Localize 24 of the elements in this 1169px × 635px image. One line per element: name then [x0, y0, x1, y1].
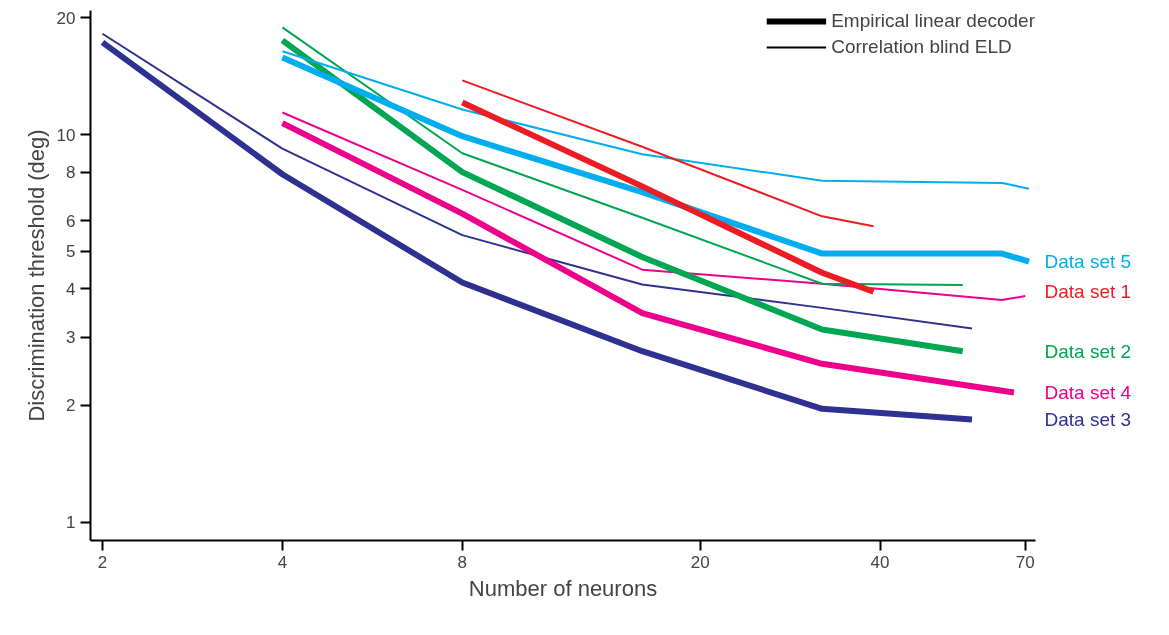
x-tick-label: 8 [457, 552, 468, 572]
text: Data set 2 [1044, 340, 1132, 362]
text: Data set 3 [1044, 408, 1132, 430]
y-tick-label: 6 [66, 211, 76, 231]
y-tick-label: 3 [66, 328, 76, 348]
y-tick-label: 2 [66, 396, 76, 416]
y-tick-label: 10 [56, 125, 76, 145]
series-label: Data set 5 [1044, 251, 1132, 273]
y-tick-label: 20 [56, 8, 76, 28]
annotation: Empirical linear decoder [831, 10, 1035, 32]
y-tick-label: 8 [66, 163, 76, 183]
x-tick-label: 2 [97, 552, 108, 572]
x-tick-label: 4 [277, 552, 288, 572]
text: Data set 1 [1044, 281, 1132, 303]
y-tick-label: 5 [66, 242, 76, 262]
y-tick-label: 1 [66, 513, 76, 533]
x-tick-label: 20 [690, 552, 710, 572]
x-tick-label: 70 [1015, 552, 1035, 572]
x-tick-label: 40 [870, 552, 890, 572]
y-tick-label: 4 [66, 279, 76, 299]
annotation: Correlation blind ELD [831, 36, 1012, 58]
x-axis-title: Number of neurons [468, 575, 658, 601]
series-label: Data set 4 [1044, 381, 1132, 403]
y-axis-title: Discrimination threshold (deg) [23, 129, 49, 422]
